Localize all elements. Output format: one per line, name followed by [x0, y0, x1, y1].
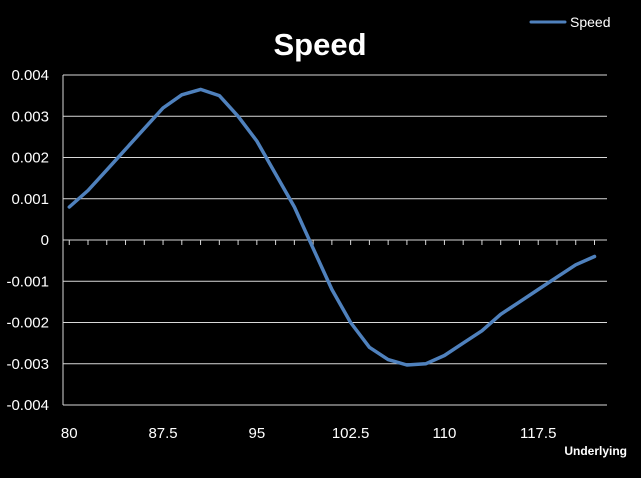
- y-tick-label: -0.004: [6, 397, 49, 414]
- axes: [62, 75, 607, 405]
- series-line-speed: [67, 87, 597, 367]
- y-tick-label: 0.003: [11, 108, 49, 125]
- x-tick-label: 110: [432, 425, 456, 442]
- y-tick-label: -0.002: [6, 315, 49, 332]
- x-tick-label: 95: [248, 425, 265, 442]
- y-tick-label: 0.001: [11, 191, 49, 208]
- x-tick-label: 87.5: [148, 425, 177, 442]
- x-tick-label: 80: [61, 425, 78, 442]
- x-tick-label: 117.5: [520, 425, 556, 442]
- y-tick-label: 0.004: [11, 67, 49, 84]
- chart-title: Speed: [273, 27, 366, 62]
- series-layer: [67, 87, 597, 367]
- y-tick-label: -0.003: [6, 356, 49, 373]
- y-tick-label: 0.002: [11, 150, 49, 167]
- x-tick-label: 102.5: [332, 425, 370, 442]
- y-tick-labels: 0.004 0.003 0.002 0.001 0 -0.001 -0.002 -0.003 -…: [6, 67, 49, 414]
- x-axis-label: Underlying: [564, 444, 627, 458]
- y-tick-label: 0: [41, 232, 49, 249]
- legend[interactable]: Speed: [529, 14, 610, 30]
- y-tick-label: -0.001: [6, 273, 49, 290]
- x-tick-labels: 80 87.5 95 102.5 110 117.5: [61, 425, 557, 442]
- legend-label-speed: Speed: [570, 14, 610, 30]
